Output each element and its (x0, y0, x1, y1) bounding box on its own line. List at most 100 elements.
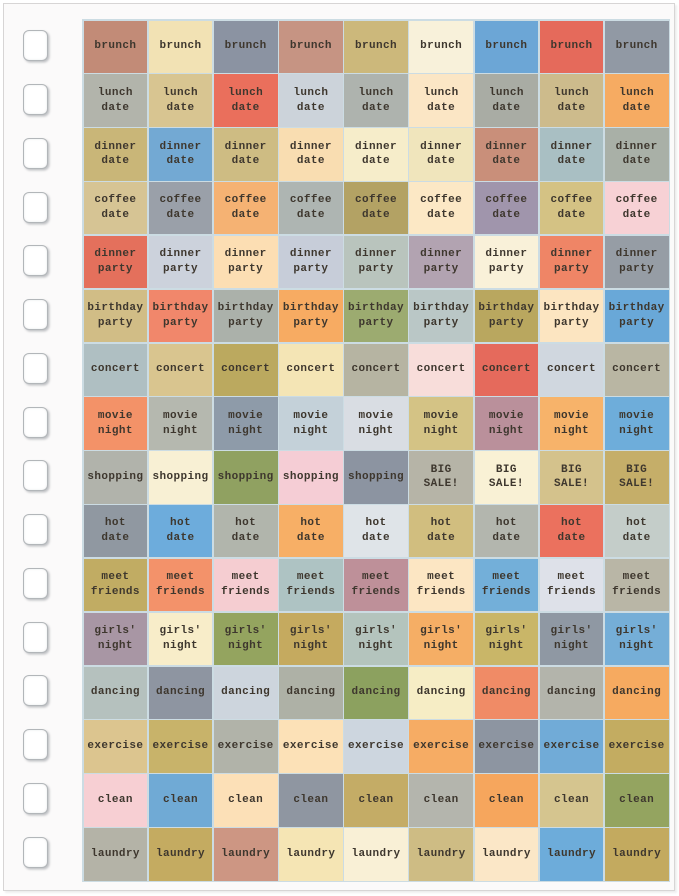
binder-hole-slot (4, 449, 66, 503)
sticker-big-sale: BIG SALE! (474, 451, 539, 504)
binder-hole (22, 137, 48, 169)
sticker-clean: clean (474, 774, 539, 827)
sticker-laundry: laundry (279, 828, 343, 881)
binder-hole (22, 406, 48, 438)
sticker-exercise: exercise (344, 720, 408, 773)
sticker-birthday-party: birthday party (213, 289, 278, 343)
sticker-shopping: shopping (213, 451, 278, 504)
binder-hole-slot (4, 180, 66, 234)
sticker-brunch: brunch (474, 20, 539, 73)
sticker-hot-date: hot date (83, 505, 148, 558)
sticker-brunch: brunch (213, 20, 278, 73)
sticker-laundry: laundry (83, 828, 148, 881)
sticker-dinner-party: dinner party (83, 235, 148, 289)
sticker-hot-date: hot date (539, 505, 604, 558)
sticker-meet-friends: meet friends (474, 558, 539, 612)
sticker-girls-night: girls' night (474, 612, 539, 666)
sticker-coffee-date: coffee date (474, 182, 539, 235)
sticker-shopping: shopping (344, 451, 408, 504)
sticker-hot-date: hot date (474, 505, 539, 558)
sticker-dancing: dancing (604, 666, 669, 719)
sticker-dinner-party: dinner party (474, 235, 539, 289)
sticker-shopping: shopping (279, 451, 343, 504)
sticker-movie-night: movie night (409, 397, 473, 450)
sticker-clean: clean (148, 774, 213, 827)
sticker-lunch-date: lunch date (604, 74, 669, 127)
sticker-hot-date: hot date (409, 505, 473, 558)
sticker-meet-friends: meet friends (279, 558, 343, 612)
binder-hole-slot (4, 342, 66, 396)
sticker-dinner-date: dinner date (409, 128, 473, 181)
sticker-coffee-date: coffee date (344, 182, 408, 235)
sticker-hot-date: hot date (148, 505, 213, 558)
sticker-hot-date: hot date (213, 505, 278, 558)
sticker-brunch: brunch (344, 20, 408, 73)
binder-hole (22, 675, 48, 707)
sticker-laundry: laundry (539, 828, 604, 881)
sticker-dinner-party: dinner party (604, 235, 669, 289)
sticker-lunch-date: lunch date (409, 74, 473, 127)
sticker-birthday-party: birthday party (604, 289, 669, 343)
binder-hole (22, 245, 48, 277)
binder-hole-slot (4, 288, 66, 342)
sticker-meet-friends: meet friends (344, 558, 408, 612)
sticker-exercise: exercise (83, 720, 148, 773)
sticker-dinner-party: dinner party (539, 235, 604, 289)
sticker-meet-friends: meet friends (213, 558, 278, 612)
sticker-clean: clean (344, 774, 408, 827)
binder-hole-slot (4, 73, 66, 127)
sticker-big-sale: BIG SALE! (604, 451, 669, 504)
sticker-lunch-date: lunch date (279, 74, 343, 127)
sticker-clean: clean (409, 774, 473, 827)
sticker-meet-friends: meet friends (539, 558, 604, 612)
sticker-movie-night: movie night (344, 397, 408, 450)
sticker-birthday-party: birthday party (474, 289, 539, 343)
sticker-brunch: brunch (83, 20, 148, 73)
sticker-girls-night: girls' night (539, 612, 604, 666)
binder-hole-slot (4, 503, 66, 557)
sticker-sheet-page: brunch brunch brunch brunch brunch brunch brun… (3, 3, 675, 891)
sticker-lunch-date: lunch date (474, 74, 539, 127)
binder-hole-slot (4, 234, 66, 288)
binder-hole (22, 621, 48, 653)
sticker-concert: concert (539, 343, 604, 396)
sticker-brunch: brunch (409, 20, 473, 73)
binder-hole (22, 191, 48, 223)
sticker-hot-date: hot date (604, 505, 669, 558)
sticker-birthday-party: birthday party (344, 289, 408, 343)
binder-hole-slot (4, 19, 66, 73)
sticker-dancing: dancing (539, 666, 604, 719)
binder-hole (22, 567, 48, 599)
sticker-meet-friends: meet friends (148, 558, 213, 612)
sticker-brunch: brunch (148, 20, 213, 73)
sticker-dancing: dancing (83, 666, 148, 719)
binder-hole-slot (4, 718, 66, 772)
sticker-exercise: exercise (474, 720, 539, 773)
sticker-dancing: dancing (148, 666, 213, 719)
sticker-lunch-date: lunch date (148, 74, 213, 127)
sticker-brunch: brunch (279, 20, 343, 73)
binder-hole-slot (4, 664, 66, 718)
sticker-dancing: dancing (409, 666, 473, 719)
sticker-girls-night: girls' night (344, 612, 408, 666)
sticker-dinner-date: dinner date (213, 128, 278, 181)
binder-hole-slot (4, 127, 66, 181)
sticker-dinner-party: dinner party (213, 235, 278, 289)
sticker-birthday-party: birthday party (83, 289, 148, 343)
binder-hole (22, 299, 48, 331)
sticker-laundry: laundry (148, 828, 213, 881)
sticker-birthday-party: birthday party (279, 289, 343, 343)
sticker-grid: brunch brunch brunch brunch brunch brunch brun… (82, 19, 670, 882)
sticker-lunch-date: lunch date (213, 74, 278, 127)
sticker-exercise: exercise (409, 720, 473, 773)
sticker-big-sale: BIG SALE! (539, 451, 604, 504)
sticker-movie-night: movie night (474, 397, 539, 450)
sticker-girls-night: girls' night (409, 612, 473, 666)
binder-hole (22, 460, 48, 492)
sticker-lunch-date: lunch date (539, 74, 604, 127)
sticker-clean: clean (213, 774, 278, 827)
sticker-coffee-date: coffee date (148, 182, 213, 235)
sticker-lunch-date: lunch date (83, 74, 148, 127)
sticker-girls-night: girls' night (83, 612, 148, 666)
sticker-hot-date: hot date (279, 505, 343, 558)
